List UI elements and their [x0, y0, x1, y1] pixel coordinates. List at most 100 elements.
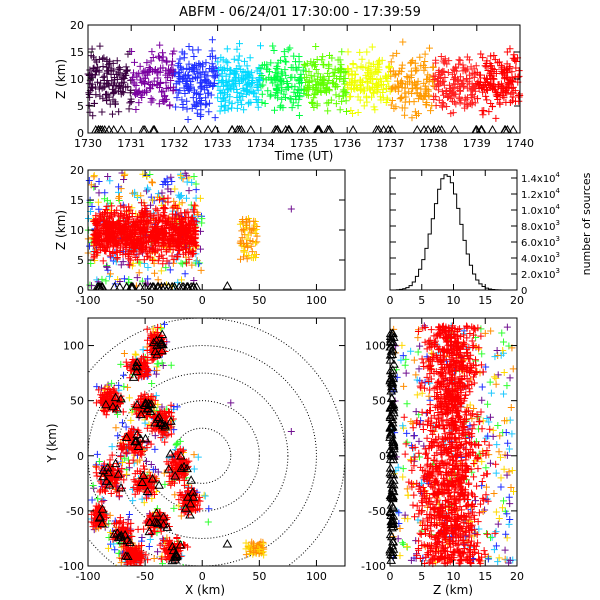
time-height-source	[132, 105, 140, 113]
plan-view-source	[112, 424, 120, 432]
time-height-source	[135, 99, 143, 107]
time-height-source	[267, 91, 275, 99]
time-height-source	[443, 103, 451, 111]
x-height-source	[158, 189, 166, 197]
z-y-source	[495, 554, 503, 562]
time-height-source	[424, 87, 432, 95]
time-height-source	[327, 96, 335, 104]
time-height-source	[258, 90, 266, 98]
time-height-source	[270, 47, 278, 55]
z-y-source	[492, 469, 500, 477]
x-height-source	[144, 264, 152, 272]
time-height-source	[356, 48, 364, 56]
z-y-source	[414, 348, 422, 356]
x-height-source	[106, 270, 114, 278]
time-height-source	[331, 83, 339, 91]
x-height-source	[90, 173, 98, 181]
time-height-source	[230, 55, 238, 63]
time-height-source	[447, 110, 455, 118]
time-height-source	[490, 65, 498, 73]
histogram-x-ticks: 0 5 10 15 20	[387, 170, 524, 307]
time-height-source	[510, 51, 518, 59]
time-height-source	[259, 81, 267, 89]
x-height-source	[143, 187, 151, 195]
time-height-source	[272, 76, 280, 84]
time-height-source	[206, 65, 214, 73]
x-height-source	[181, 270, 189, 278]
time-height-source	[127, 76, 135, 84]
x-height-source	[134, 256, 142, 264]
time-height-source	[320, 61, 328, 69]
z-y-source	[483, 529, 491, 537]
time-height-source	[463, 53, 471, 61]
time-height-source	[479, 111, 487, 119]
time-height-source	[269, 42, 277, 50]
time-height-source	[196, 90, 204, 98]
station-triangle	[222, 538, 233, 548]
plan-view-source	[114, 432, 122, 440]
plan-view-source	[146, 535, 154, 543]
plan-view-source	[93, 450, 101, 458]
time-height-source	[439, 91, 447, 99]
z-y-source	[507, 404, 515, 411]
x-height-source	[95, 205, 103, 213]
time-height-source	[162, 85, 170, 93]
z-y-source	[402, 369, 410, 377]
time-height-source	[244, 80, 252, 88]
time-height-source	[413, 66, 421, 74]
time-height-source	[199, 60, 207, 68]
time-height-source	[403, 72, 411, 80]
z-y-source	[494, 558, 502, 566]
time-height-source	[223, 86, 231, 94]
z-y-source	[498, 329, 506, 337]
z-y-source	[482, 434, 490, 442]
height-histogram-panel: 0 5 10 15 20 02.0x1034.0x1036.0x1038.0x1031.…	[387, 169, 593, 307]
time-height-source	[342, 108, 350, 116]
plan-view-source	[111, 546, 119, 554]
time-height-source	[384, 71, 392, 79]
plan-view-source	[125, 394, 133, 402]
z-y-source	[503, 556, 511, 564]
plan-view-source	[119, 458, 127, 466]
z-y-source	[501, 555, 509, 563]
time-height-source	[224, 105, 232, 113]
time-height-source	[489, 81, 497, 89]
time-height-source	[389, 52, 397, 60]
time-height-source	[280, 78, 288, 86]
x-height-source	[176, 192, 184, 200]
time-height-source	[196, 113, 204, 121]
histogram-y-tick-label: 8.0x103	[521, 219, 560, 233]
x-height-source	[162, 178, 170, 186]
x-height-source	[196, 245, 204, 253]
time-height-source	[96, 42, 104, 50]
plan-view-source	[94, 495, 102, 503]
time-height-source	[411, 59, 419, 67]
time-height-source	[111, 87, 119, 95]
x-height-source	[87, 181, 95, 189]
time-height-source	[485, 108, 493, 116]
time-height-source	[100, 72, 108, 80]
x-height-source	[149, 256, 157, 264]
time-height-source	[356, 96, 364, 104]
time-height-source	[210, 79, 218, 87]
x-height-source	[98, 275, 106, 283]
time-height-source	[237, 66, 245, 74]
time-height-source	[278, 95, 286, 103]
y-tick-label: 20	[70, 164, 84, 177]
time-height-source	[194, 46, 202, 54]
time-height-source	[142, 87, 150, 95]
time-height-source	[130, 58, 138, 66]
time-height-source	[349, 110, 357, 118]
x-height-source	[99, 257, 107, 265]
time-height-source	[407, 58, 415, 66]
time-height-source	[225, 77, 233, 85]
x-height-source	[192, 180, 200, 188]
time-height-source	[448, 70, 456, 78]
x-height-source	[167, 173, 175, 181]
ground-flash-triangle	[192, 124, 203, 134]
time-height-source	[431, 72, 439, 80]
time-height-source	[154, 52, 162, 60]
plan-view-source	[129, 456, 137, 464]
time-height-source	[197, 73, 205, 81]
